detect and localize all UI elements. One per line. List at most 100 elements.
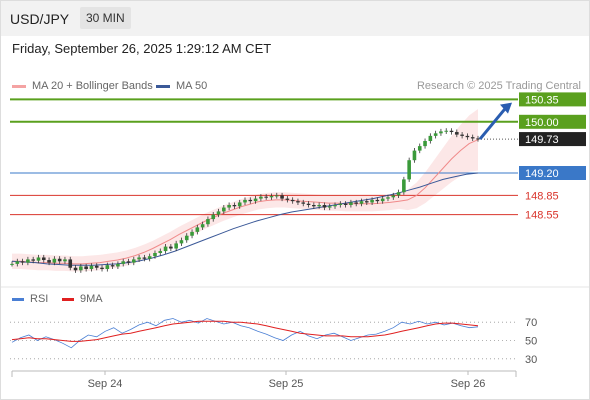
candle — [428, 135, 433, 141]
rsi-ma-swatch — [62, 297, 74, 301]
candle — [20, 261, 25, 263]
candle — [100, 267, 104, 269]
candle — [402, 179, 406, 193]
rsi-tick-label: 30 — [525, 354, 537, 366]
candle — [364, 201, 369, 203]
candle — [142, 257, 147, 259]
legend-ma20: MA 20 + Bollinger Bands — [12, 80, 153, 92]
candle — [163, 246, 168, 252]
candle — [52, 258, 57, 263]
candle — [264, 196, 268, 198]
candle — [259, 196, 263, 199]
candle — [317, 205, 321, 207]
legend-rsi-ma-label: 9MA — [80, 293, 103, 305]
candle — [227, 205, 231, 208]
candle — [470, 137, 475, 139]
candle — [439, 131, 443, 134]
legend-ma50-label: MA 50 — [176, 80, 208, 92]
candle — [137, 257, 141, 260]
candle — [338, 203, 343, 205]
candle — [327, 206, 332, 208]
candle — [41, 257, 46, 261]
candle — [94, 265, 99, 268]
level-label: 150.35 — [525, 94, 559, 106]
candle — [407, 160, 411, 180]
candle — [280, 195, 284, 199]
legend-ma20-label: MA 20 + Bollinger Bands — [32, 80, 153, 92]
candle — [417, 146, 422, 151]
candle — [248, 199, 253, 202]
candle — [232, 205, 237, 207]
candle — [195, 227, 200, 232]
candle — [110, 265, 115, 267]
candle — [306, 203, 311, 205]
level-label: 149.20 — [525, 168, 559, 180]
timeframe-button[interactable]: 30 MIN — [80, 7, 131, 29]
resistance-label-box — [519, 114, 586, 129]
ma20-line — [12, 139, 479, 265]
candle — [63, 259, 67, 262]
candle — [449, 130, 454, 133]
candle — [343, 203, 348, 205]
candle — [465, 135, 470, 138]
candle — [412, 150, 417, 161]
rsi-swatch — [12, 297, 24, 301]
ma50-swatch — [156, 84, 170, 88]
candle — [274, 195, 279, 197]
candle — [460, 134, 464, 136]
candle — [179, 240, 184, 244]
candle — [15, 261, 20, 264]
candle — [153, 253, 157, 257]
current-price-box — [519, 132, 586, 147]
candle — [312, 205, 316, 207]
legend-ma50: MA 50 — [156, 80, 207, 92]
candle — [68, 259, 73, 268]
candle — [206, 219, 210, 225]
candle — [243, 199, 247, 203]
candle — [290, 199, 295, 202]
level-label: 148.85 — [525, 190, 559, 202]
candle — [433, 133, 438, 136]
legend-rsi: RSI — [12, 293, 48, 305]
candle — [147, 256, 152, 259]
candle — [116, 263, 120, 267]
candle — [105, 265, 110, 269]
candle — [333, 205, 337, 207]
pivot-label-box — [519, 166, 586, 180]
ma50-line — [11, 172, 479, 266]
rsi-line — [11, 318, 479, 349]
rsi-ma-line — [11, 320, 479, 342]
credit-label: Research © 2025 Trading Central — [416, 80, 581, 92]
candle — [476, 138, 480, 140]
candle — [359, 201, 364, 204]
legend-rsi-ma: 9MA — [62, 293, 103, 305]
candle — [285, 198, 290, 200]
level-label: 148.55 — [525, 210, 559, 222]
level-label: 149.73 — [525, 134, 559, 146]
rsi-tick-label: 50 — [525, 336, 537, 348]
candle — [211, 214, 216, 220]
candle — [216, 211, 221, 215]
ma20-swatch — [12, 84, 26, 88]
candle — [26, 259, 30, 263]
rsi-tick-label: 70 — [525, 317, 537, 329]
candle — [322, 205, 327, 208]
candle — [73, 267, 78, 271]
candle — [169, 246, 173, 249]
candle — [158, 251, 163, 253]
datetime-label: Friday, September 26, 2025 1:29:12 AM CE… — [12, 41, 272, 56]
candle — [36, 257, 41, 261]
candle — [349, 202, 353, 205]
candle — [391, 195, 396, 198]
candle — [354, 202, 359, 204]
symbol-label: USD/JPY — [10, 11, 70, 27]
candle — [57, 258, 62, 262]
candle — [84, 266, 88, 269]
candle — [375, 199, 380, 202]
candle — [190, 231, 194, 236]
x-tick-label: Sep 25 — [269, 378, 304, 390]
candle — [380, 198, 385, 202]
candle — [126, 261, 131, 263]
candle — [444, 130, 449, 132]
forecast-arrow-head — [500, 102, 512, 114]
